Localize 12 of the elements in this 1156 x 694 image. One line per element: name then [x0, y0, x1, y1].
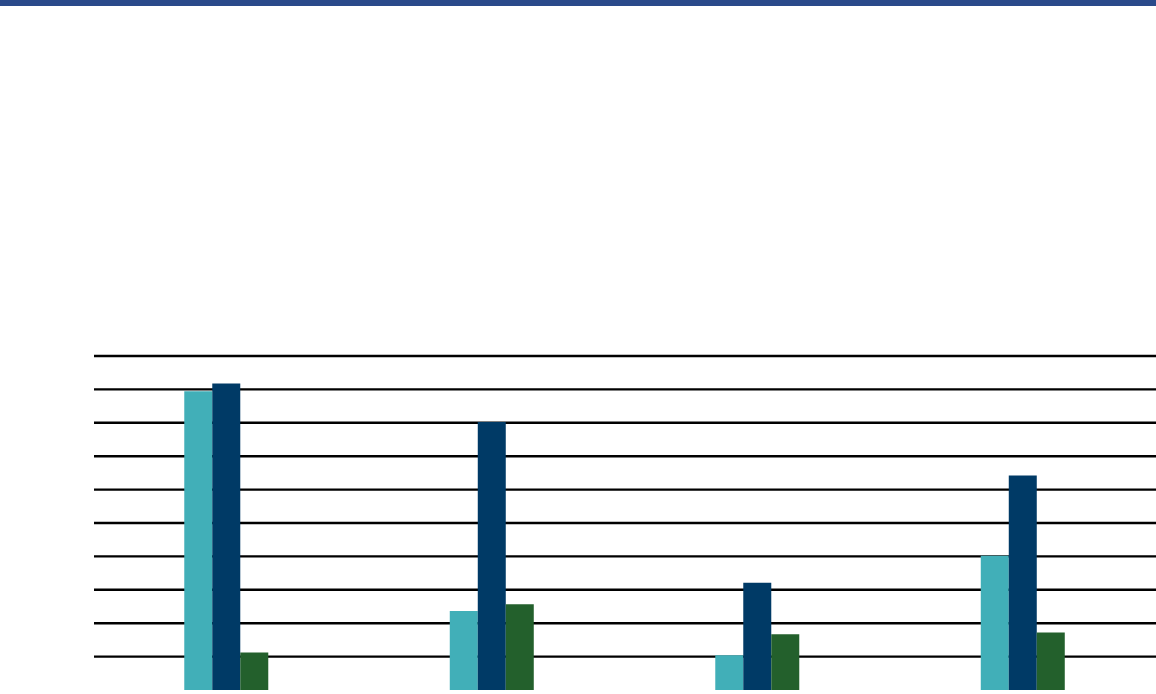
bar	[771, 634, 800, 690]
bar	[240, 652, 269, 690]
bar	[477, 421, 506, 690]
bar	[743, 582, 772, 690]
bar	[1008, 475, 1037, 690]
bar	[449, 610, 478, 690]
bar	[212, 383, 241, 690]
bar	[184, 391, 213, 690]
bar	[505, 604, 534, 690]
bar	[980, 555, 1009, 690]
bar	[1036, 632, 1065, 690]
bar	[715, 655, 744, 690]
